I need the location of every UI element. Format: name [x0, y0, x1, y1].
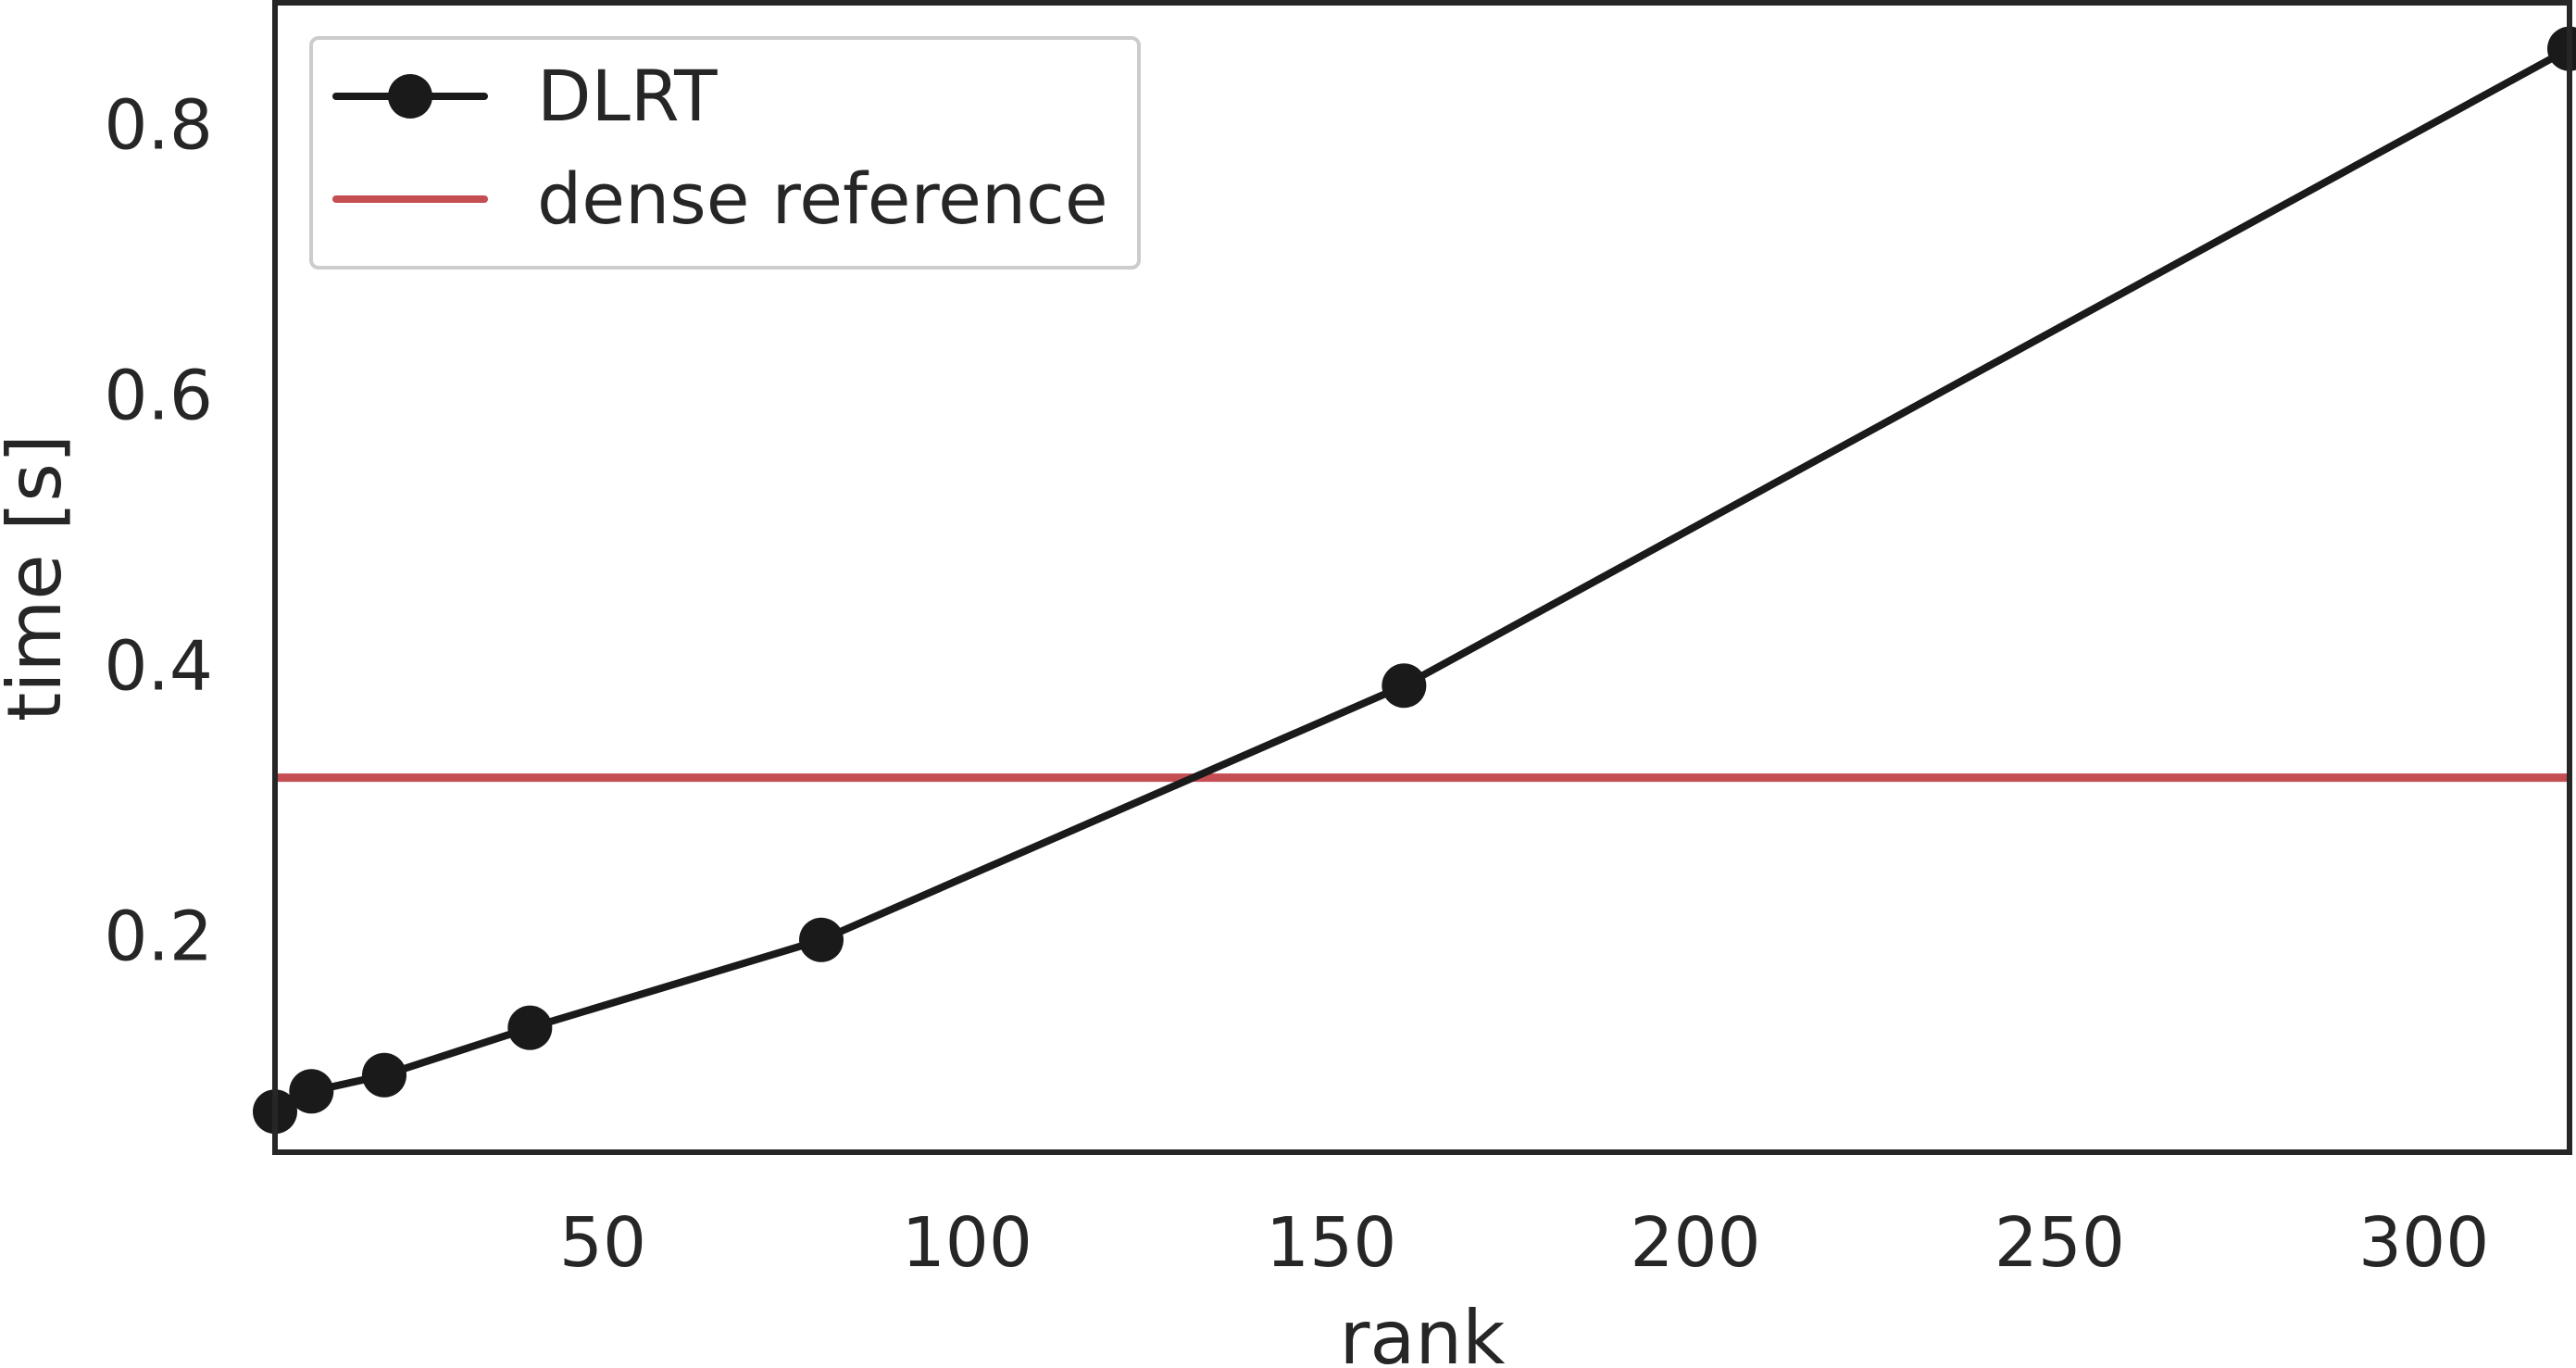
x-tick-label: 200	[1630, 1203, 1760, 1283]
y-tick-label: 0.4	[104, 626, 213, 706]
legend-dense-label: dense reference	[537, 157, 1108, 240]
legend-dlrt-label: DLRT	[537, 55, 718, 137]
dlrt-point	[362, 1052, 406, 1098]
y-tick-labels: 0.2 0.4 0.6 0.8	[104, 85, 213, 976]
axes-frame	[272, 0, 2572, 1155]
legend-box	[309, 36, 1141, 270]
dlrt-point	[1382, 663, 1427, 709]
dlrt-point	[507, 1005, 553, 1050]
x-tick-label: 300	[2358, 1203, 2489, 1283]
x-tick-labels: 50 100 150 200 250 300	[559, 1203, 2489, 1283]
x-axis-label: rank	[1340, 1295, 1507, 1368]
legend-dlrt-marker	[388, 74, 432, 119]
y-tick-label: 0.2	[104, 897, 213, 976]
dlrt-point	[289, 1069, 334, 1114]
x-tick-label: 100	[902, 1203, 1032, 1283]
x-tick-label: 150	[1266, 1203, 1396, 1283]
dlrt-point	[799, 917, 844, 962]
y-tick-label: 0.6	[104, 356, 213, 435]
y-axis-label: time [s]	[0, 434, 78, 722]
x-tick-label: 250	[1995, 1203, 2125, 1283]
x-tick-label: 50	[559, 1203, 646, 1283]
legend: DLRT dense reference	[309, 36, 1141, 270]
y-tick-label: 0.8	[104, 85, 213, 165]
